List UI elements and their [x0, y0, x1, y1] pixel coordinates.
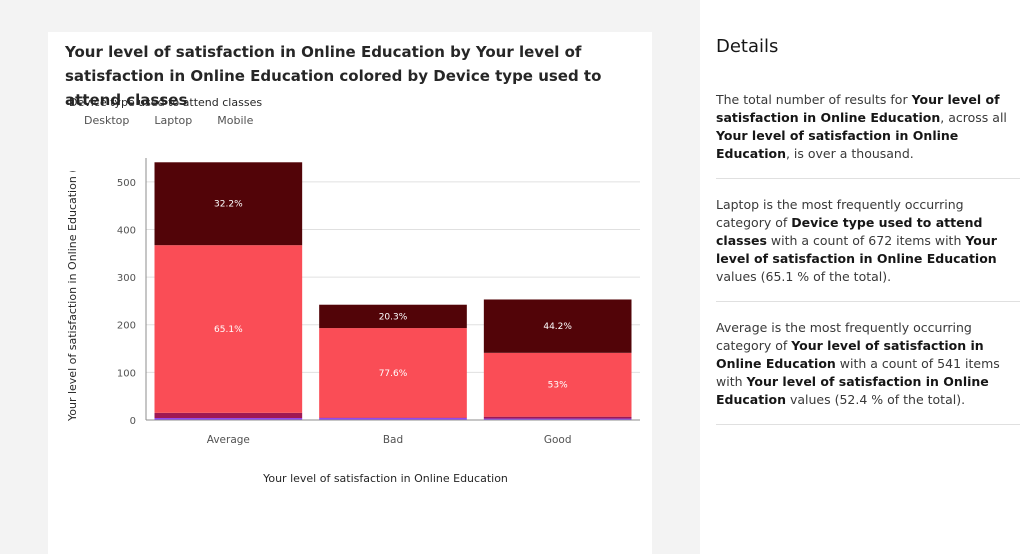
y-axis-label: Your level of satisfaction in Online Edu… [66, 171, 79, 421]
insight-field-name: Your level of satisfaction in Online Edu… [716, 338, 984, 371]
insight-text: Average is the most frequently occurring… [716, 320, 972, 353]
insight-text: Laptop is the most frequently occurring … [716, 197, 964, 230]
bar-segment-mobile [319, 304, 467, 329]
insight-field-name: Your level of satisfaction in Online Edu… [716, 374, 989, 407]
data-label: 65.1% [214, 325, 243, 335]
insight-laptop: Laptop is the most frequently occurring … [716, 196, 1020, 286]
data-label: 20.3% [379, 312, 408, 322]
bar-segment [154, 418, 303, 420]
insight-text: The total number of results for [716, 92, 912, 107]
details-title: Details [716, 36, 779, 57]
bar-segment-laptop [483, 352, 632, 417]
insight-text: with a count of 541 items with [716, 356, 1000, 389]
insight-average: Average is the most frequently occurring… [716, 319, 1020, 409]
divider [716, 178, 1020, 179]
chart-card: Your level of satisfaction in Online Edu… [48, 32, 652, 554]
insight-field-name: Device type used to attend classes [716, 215, 983, 248]
legend-item-desktop[interactable]: Desktop [84, 114, 130, 127]
bar-segment-mobile [154, 162, 303, 246]
y-tick-label: 100 [117, 368, 136, 379]
details-panel: Details The total number of results for … [700, 0, 1036, 554]
chart-title: Your level of satisfaction in Online Edu… [65, 43, 602, 109]
insight-text: values (65.1 % of the total). [716, 269, 892, 284]
insight-total: The total number of results for Your lev… [716, 91, 1020, 163]
legend: Desktop Laptop Mobile [84, 114, 278, 127]
data-label: 44.2% [543, 322, 572, 332]
bar-segment [319, 418, 467, 420]
bar-segment-mobile [483, 299, 632, 353]
data-label: 32.2% [214, 200, 243, 210]
x-tick-label: Good [544, 434, 572, 446]
legend-item-laptop[interactable]: Laptop [154, 114, 193, 127]
bar-segment-laptop [154, 245, 303, 413]
x-tick-label: Average [207, 434, 250, 446]
bar-segment-laptop [319, 328, 467, 418]
data-label: 77.6% [379, 369, 408, 379]
y-tick-label: 300 [117, 273, 136, 284]
insight-text: , across all [940, 110, 1007, 125]
insight-text: values (52.4 % of the total). [785, 392, 966, 407]
insight-field-name: Your level of satisfaction in Online Edu… [716, 128, 959, 161]
x-tick-label: Bad [383, 434, 403, 446]
y-tick-label: 500 [117, 178, 136, 189]
legend-title: Device type used to attend classes [69, 96, 263, 109]
bar-segment-desktop [483, 416, 632, 419]
x-axis-label: Your level of satisfaction in Online Edu… [263, 472, 508, 485]
y-tick-label: 0 [130, 416, 136, 427]
insight-text: , is over a thousand. [785, 146, 914, 161]
insight-field-name: Your level of satisfaction in Online Edu… [716, 92, 1000, 125]
bar-segment [483, 418, 632, 420]
bar-chart: 0 100 200 300 400 500 65.1% 32.2% Average 77.6% 20… [117, 158, 640, 446]
data-label: 53% [548, 381, 568, 391]
bar-segment-desktop [154, 412, 303, 419]
insight-text: with a count of 672 items with [766, 233, 966, 248]
divider [716, 301, 1020, 302]
insight-field-name: Your level of satisfaction in Online Edu… [716, 233, 997, 266]
y-tick-label: 200 [117, 321, 136, 332]
divider [716, 424, 1020, 425]
legend-item-mobile[interactable]: Mobile [217, 114, 254, 127]
y-tick-label: 400 [117, 225, 136, 236]
